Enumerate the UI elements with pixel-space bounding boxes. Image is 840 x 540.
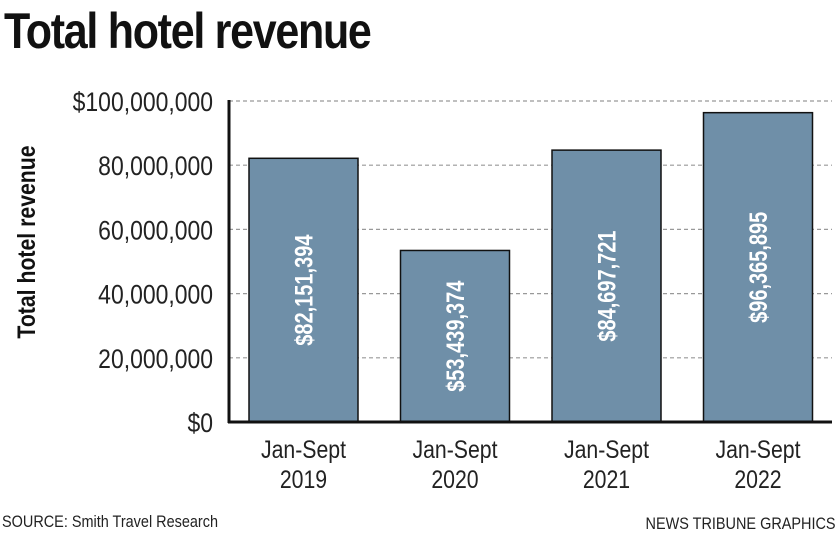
x-tick-label: 2020 — [431, 465, 478, 493]
bar — [702, 111, 814, 423]
x-tick-label: Jan-Sept — [715, 435, 801, 463]
chart-title: Total hotel revenue — [4, 3, 372, 59]
graphics-credit: NEWS TRIBUNE GRAPHICS — [645, 514, 836, 533]
y-tick-label: $0 — [187, 408, 213, 438]
bar-data-label: $96,365,895 — [745, 212, 773, 323]
x-tick-label: Jan-Sept — [261, 435, 347, 463]
bar — [248, 157, 359, 423]
bar-data-label: $53,439,374 — [442, 280, 470, 392]
x-tick-label: 2022 — [734, 465, 781, 493]
bar — [551, 149, 662, 423]
x-tick-label: Jan-Sept — [412, 435, 498, 463]
y-tick-label: $100,000,000 — [73, 87, 213, 117]
bar-data-label: $82,151,394 — [290, 234, 318, 346]
source-note: SOURCE: Smith Travel Research — [2, 512, 219, 531]
x-tick-label: 2021 — [583, 465, 630, 493]
y-tick-label: 40,000,000 — [98, 280, 213, 310]
y-tick-label: 80,000,000 — [98, 151, 213, 181]
bar — [399, 249, 511, 423]
bar-data-label: $84,697,721 — [593, 230, 621, 341]
y-axis-label: Total hotel revenue — [12, 145, 40, 338]
y-tick-label: 20,000,000 — [98, 344, 213, 374]
x-tick-label: Jan-Sept — [564, 435, 650, 463]
y-tick-label: 60,000,000 — [98, 216, 213, 246]
x-tick-label: 2019 — [280, 465, 327, 493]
